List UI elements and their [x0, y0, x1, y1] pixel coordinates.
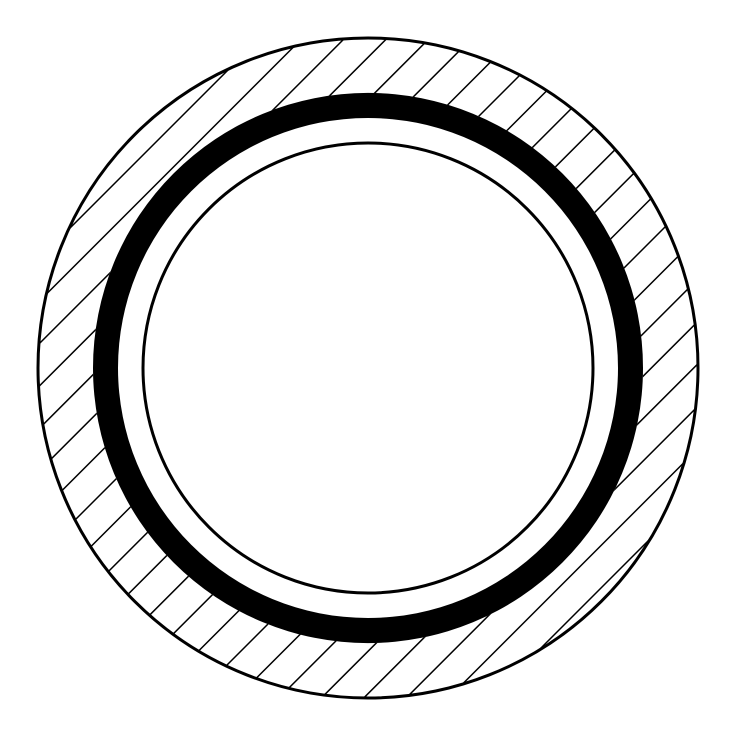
cross-section-diagram: [0, 0, 736, 736]
inner-outline-circle: [143, 143, 593, 593]
